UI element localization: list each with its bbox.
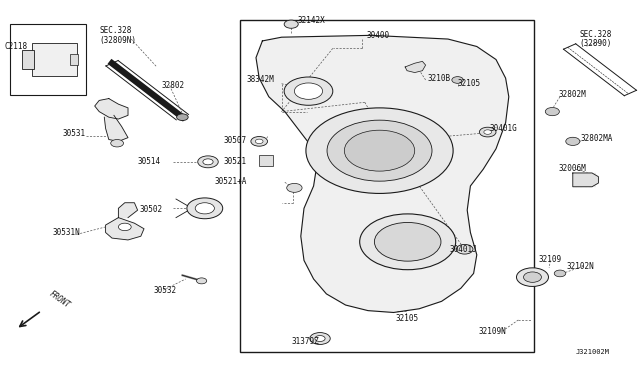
Circle shape [456,244,473,254]
Circle shape [294,83,323,99]
Circle shape [452,77,463,83]
Circle shape [284,77,333,105]
Text: 30521+A: 30521+A [214,177,246,186]
Text: C2118: C2118 [4,42,28,51]
Text: 30400: 30400 [366,31,389,40]
Circle shape [554,270,566,277]
Text: 32142X: 32142X [298,16,325,25]
Text: 32802M: 32802M [558,90,586,99]
Circle shape [255,139,263,144]
Text: 30514: 30514 [138,157,161,166]
Circle shape [111,140,124,147]
Text: J321002M: J321002M [576,349,610,355]
Text: 38342M: 38342M [246,76,274,84]
Text: 32006M: 32006M [558,164,586,173]
Circle shape [284,20,298,28]
Text: 32102N: 32102N [566,262,594,271]
Circle shape [327,120,432,181]
Circle shape [287,183,302,192]
Circle shape [545,108,559,116]
Text: 3210B: 3210B [428,74,451,83]
Text: 32105: 32105 [458,79,481,88]
Circle shape [196,278,207,284]
Circle shape [516,268,548,286]
Circle shape [306,108,453,193]
Circle shape [484,130,492,134]
Bar [32,43,77,76]
Circle shape [198,156,218,168]
Circle shape [177,114,188,121]
Polygon shape [573,173,598,187]
Polygon shape [106,218,144,240]
Text: 30401G: 30401G [490,124,517,133]
Circle shape [374,222,441,261]
Text: 30507: 30507 [223,136,246,145]
Text: SEC.328
(32890): SEC.328 (32890) [579,30,612,48]
Text: 32802: 32802 [161,81,184,90]
Circle shape [566,137,580,145]
Polygon shape [118,203,138,218]
Polygon shape [104,115,128,141]
Text: 32109N: 32109N [479,327,506,336]
Circle shape [479,127,496,137]
Polygon shape [95,99,128,119]
Text: 30531N: 30531N [52,228,80,237]
Bar [10,24,86,95]
Circle shape [310,333,330,344]
Bar [70,54,78,65]
Text: 30401J: 30401J [450,246,477,254]
Bar [22,50,34,69]
Circle shape [315,336,325,341]
Text: 32802MA: 32802MA [580,134,613,143]
Text: FRONT: FRONT [48,289,72,310]
Text: 32109: 32109 [539,255,562,264]
Circle shape [360,214,456,270]
Text: 32105: 32105 [396,314,419,323]
Circle shape [187,198,223,219]
Text: 30532: 30532 [154,286,177,295]
Circle shape [195,203,214,214]
Circle shape [524,272,541,282]
Text: SEC.328
(32809N): SEC.328 (32809N) [99,26,136,45]
Circle shape [203,159,213,165]
Text: 30521: 30521 [223,157,246,166]
Text: 30502: 30502 [140,205,163,214]
Bar [259,155,273,166]
Bar [240,20,534,352]
Circle shape [344,130,415,171]
Text: 30531: 30531 [63,129,86,138]
Text: 31379Z: 31379Z [291,337,319,346]
Circle shape [118,223,131,231]
Polygon shape [256,35,509,312]
Polygon shape [405,61,426,73]
Circle shape [251,137,268,146]
